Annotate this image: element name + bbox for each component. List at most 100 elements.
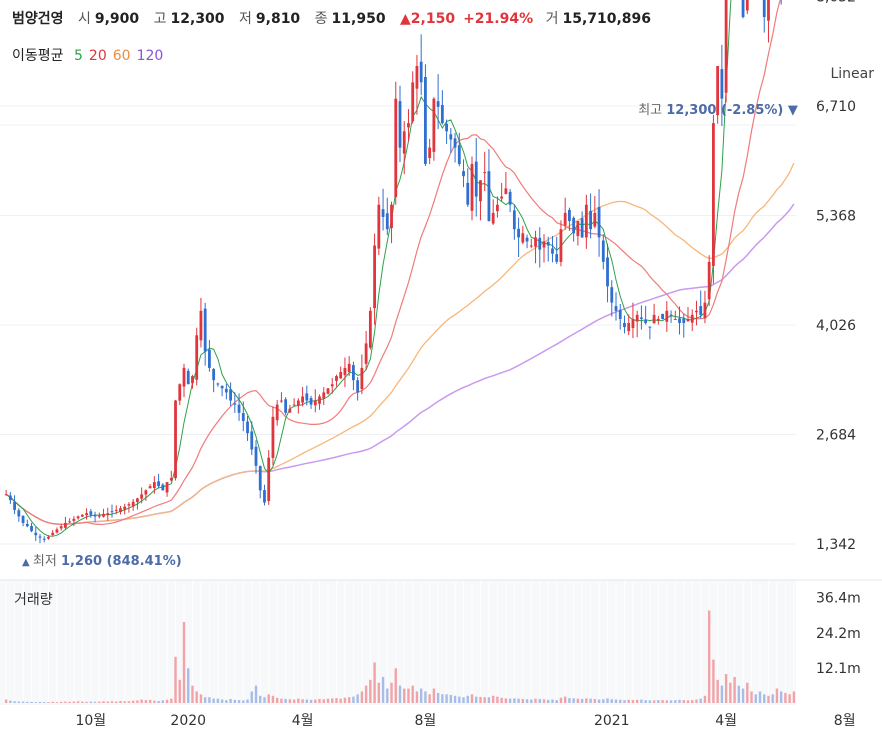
candle: [89, 511, 93, 515]
volume-bar: [55, 702, 59, 703]
candle: [483, 172, 487, 174]
high-label: 고: [153, 11, 167, 27]
volume-bar: [432, 688, 436, 703]
ma5-line: [5, 0, 732, 537]
candle: [51, 532, 55, 536]
volume-bar: [712, 659, 715, 703]
candle: [500, 196, 504, 199]
candle: [140, 494, 144, 499]
candle: [390, 204, 393, 229]
scale-mode-toggle[interactable]: Linear: [830, 66, 874, 82]
candle: [517, 228, 520, 238]
volume-bar: [462, 697, 465, 703]
candle: [534, 237, 537, 247]
volume-bar: [85, 701, 88, 703]
candle: [144, 490, 148, 495]
volume-bar: [271, 695, 275, 703]
volume-bar: [678, 699, 681, 703]
volume-bar: [4, 699, 8, 703]
volume-bar: [631, 700, 635, 703]
candle: [462, 171, 465, 177]
candle: [631, 318, 635, 329]
candle: [97, 515, 101, 517]
ma120-line: [5, 203, 795, 525]
volume-bar: [246, 699, 249, 703]
moving-average-legend[interactable]: 이동평균 5 20 60 120: [12, 45, 175, 65]
candle: [76, 516, 80, 519]
volume-bar: [424, 691, 427, 703]
candle: [216, 383, 220, 385]
ma-legend-20: 20: [88, 48, 107, 64]
candle: [136, 498, 139, 503]
candle: [157, 481, 160, 487]
candle: [563, 212, 567, 226]
candle: [377, 204, 381, 249]
volume-bar: [225, 700, 228, 703]
volume-bar: [589, 698, 592, 703]
candle: [644, 319, 648, 324]
volume-bar: [496, 696, 499, 703]
volume-bar: [441, 694, 444, 703]
candle: [186, 370, 190, 385]
candle: [652, 314, 656, 324]
candle: [699, 306, 703, 315]
volume-bar: [187, 668, 190, 703]
volume-bar: [59, 701, 63, 703]
volume-bar: [369, 679, 372, 703]
candle: [271, 416, 275, 459]
candle: [542, 241, 546, 248]
candle: [373, 245, 376, 309]
volume-bar: [216, 698, 220, 703]
candle: [208, 349, 211, 368]
candle: [229, 389, 232, 401]
volume-bar: [203, 697, 207, 703]
volume-bar: [386, 688, 389, 703]
volume-bar: [771, 694, 774, 703]
candle: [695, 310, 698, 313]
volume-bar: [779, 691, 783, 703]
volume-bar: [170, 698, 173, 703]
volume-bar: [9, 700, 12, 703]
candle: [360, 367, 364, 390]
volume-bar: [775, 688, 779, 703]
candle: [85, 513, 88, 516]
volume-bar: [538, 698, 541, 703]
candle: [59, 526, 63, 529]
candle: [34, 532, 38, 536]
volume-bar: [220, 699, 224, 703]
candle: [440, 104, 444, 124]
volume-bar: [737, 685, 741, 703]
volume-bar: [661, 700, 664, 703]
volume-bar: [64, 701, 67, 703]
volume-bar: [724, 674, 728, 703]
volume-bar: [199, 694, 203, 703]
candle: [424, 76, 427, 164]
volume-bar: [691, 700, 694, 703]
candle: [745, 0, 749, 11]
volume-bar: [356, 694, 359, 703]
volume-bar: [758, 691, 762, 703]
volume-bar: [720, 685, 724, 703]
volume-bar: [415, 691, 419, 703]
volume-bar: [335, 698, 338, 703]
volume-bar: [106, 701, 109, 703]
volume-bar: [716, 679, 719, 703]
volume-bar: [275, 697, 279, 703]
volume-tick-label: 12.1m: [816, 661, 861, 677]
candle: [161, 484, 165, 491]
volume-bar: [576, 698, 580, 703]
volume-bar: [98, 701, 101, 703]
volume-bar: [110, 701, 114, 703]
volume-bar: [411, 685, 414, 703]
candle: [741, 0, 745, 18]
candle: [68, 521, 72, 523]
price-tick-label: 4,026: [816, 318, 856, 334]
time-tick-label: 8월: [415, 713, 437, 729]
volume-bar: [640, 699, 643, 703]
volume-tick-label: 36.4m: [816, 591, 861, 607]
volume-bar: [233, 699, 237, 703]
change-value: ▲2,150: [400, 11, 456, 27]
volume-bar: [326, 698, 330, 703]
volume-value: 15,710,896: [562, 11, 652, 27]
